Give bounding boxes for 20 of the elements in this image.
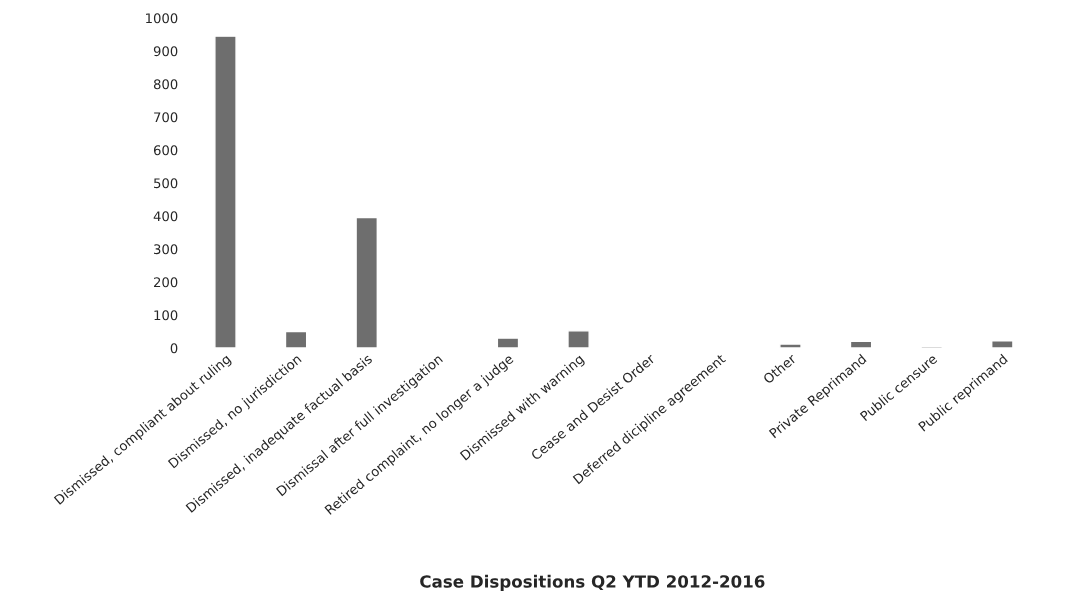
text: Case Dispositions Q2 YTD 2012-2016: [420, 574, 765, 591]
bar: [355, 216, 378, 348]
y-tick-label: 1000: [146, 13, 178, 24]
bar: [567, 330, 590, 348]
y-tick-label: 800: [153, 79, 178, 90]
y-tick-label: 200: [154, 277, 178, 288]
y-tick-label: 300: [154, 244, 178, 255]
y-tick-label: 400: [153, 211, 178, 222]
y-tick-label: 100: [154, 310, 178, 321]
y-tick-label: 700: [154, 112, 178, 123]
bar: [849, 340, 873, 348]
y-tick-label: 900: [153, 46, 178, 57]
bar: [779, 343, 802, 348]
y-tick-label: 500: [154, 178, 178, 189]
y-tick-label: 0: [170, 343, 178, 354]
bar: [214, 35, 237, 348]
bar: [284, 330, 308, 348]
bar: [991, 340, 1014, 348]
bar: [496, 337, 520, 348]
y-tick-label: 600: [153, 145, 178, 156]
